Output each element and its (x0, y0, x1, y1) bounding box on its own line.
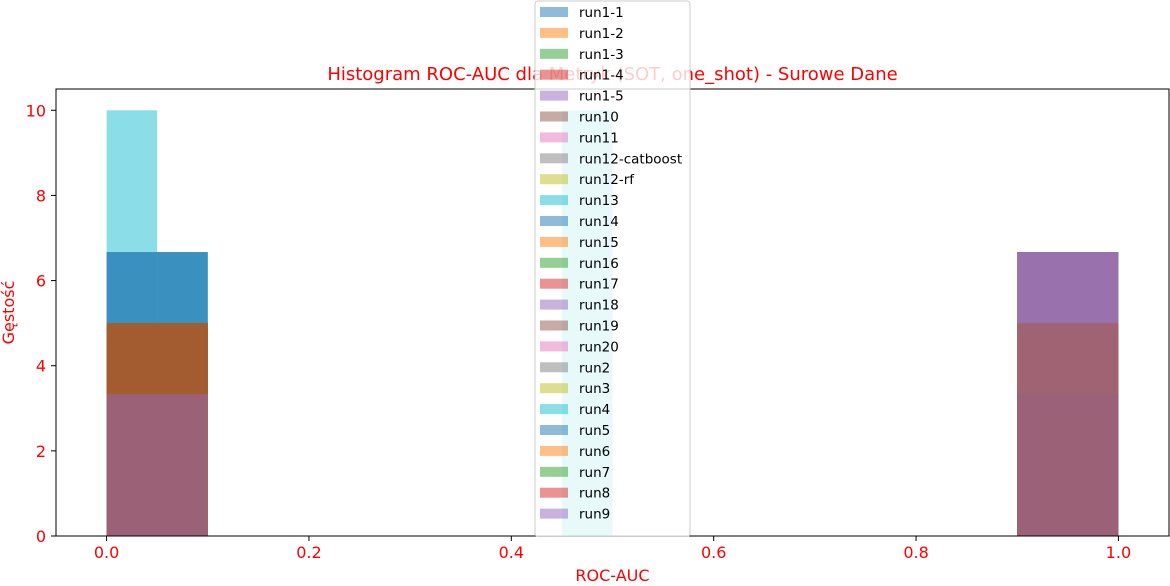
legend-entry-run1-1: run1-1 (579, 5, 624, 21)
legend-swatch-run1-5 (540, 90, 568, 101)
legend-swatch-run1-3 (540, 48, 568, 59)
legend-swatch-run10 (540, 111, 568, 122)
legend-swatch-run1-1 (540, 7, 568, 17)
legend-entry-run8: run8 (579, 486, 610, 502)
legend-entry-run6: run6 (579, 444, 610, 460)
y-tick-label: 2 (36, 442, 46, 461)
legend-box (534, 0, 691, 537)
legend-entry-run11: run11 (579, 130, 619, 146)
y-tick-label: 0 (36, 527, 46, 546)
legend-entry-run10: run10 (579, 110, 619, 126)
y-tick-label: 4 (36, 357, 46, 376)
legend-swatch-run8 (540, 487, 568, 498)
legend-entry-run1-4: run1-4 (579, 68, 624, 84)
legend-swatch-run7 (540, 466, 568, 477)
x-tick-label: 0.4 (499, 543, 524, 562)
y-axis-ticks: 0 2 4 6 8 10 (26, 101, 56, 546)
legend-entry-run12-catboost: run12-catboost (579, 151, 682, 167)
legend-swatch-run19 (540, 320, 568, 331)
legend-entry-run15: run15 (579, 235, 619, 251)
legend-swatch-run2 (540, 362, 568, 373)
legend-swatch-run15 (540, 236, 568, 247)
legend-swatch-run13 (540, 195, 568, 206)
legend-entry-run19: run19 (579, 319, 619, 335)
legend-swatch-run20 (540, 341, 568, 352)
x-axis-label: ROC-AUC (575, 566, 649, 585)
legend-entry-run18: run18 (579, 298, 619, 314)
legend-entry-run7: run7 (579, 465, 610, 481)
y-axis-label: Gęstość (0, 281, 18, 345)
x-tick-label: 0.8 (903, 543, 928, 562)
y-tick-label: 6 (36, 272, 46, 291)
legend-entry-run3: run3 (579, 381, 610, 397)
legend-swatch-run1-4 (540, 69, 568, 80)
bar-run9-1 (1017, 252, 1119, 537)
legend: run1-1 run1-2 run1-3 run1-4 run1-5 run10 run11… (534, 0, 691, 537)
legend-entry-run1-2: run1-2 (579, 26, 624, 42)
legend-swatch-run11 (540, 132, 568, 143)
legend-swatch-run12-catboost (540, 153, 568, 164)
x-tick-label: 0.2 (296, 543, 321, 562)
legend-entry-run17: run17 (579, 277, 619, 293)
x-tick-label: 0.0 (94, 543, 119, 562)
legend-entry-run1-3: run1-3 (579, 47, 624, 63)
bar-run9-0 (106, 394, 208, 536)
legend-entry-run1-5: run1-5 (579, 89, 624, 105)
legend-entry-run12-rf: run12-rf (579, 172, 635, 188)
legend-swatch-run17 (540, 278, 568, 289)
legend-swatch-run16 (540, 257, 568, 268)
legend-entry-run20: run20 (579, 339, 619, 355)
legend-swatch-run18 (540, 299, 568, 310)
legend-swatch-run12-rf (540, 174, 568, 185)
x-tick-label: 1.0 (1106, 543, 1131, 562)
legend-entry-run13: run13 (579, 193, 619, 209)
y-tick-label: 10 (26, 101, 46, 120)
legend-swatch-run4 (540, 404, 568, 415)
legend-entry-run9: run9 (579, 507, 610, 523)
legend-swatch-run14 (540, 216, 568, 226)
legend-entry-run4: run4 (579, 402, 610, 418)
legend-swatch-run1-2 (540, 27, 568, 38)
legend-swatch-run6 (540, 445, 568, 456)
legend-swatch-run5 (540, 425, 568, 435)
legend-entry-run5: run5 (579, 423, 610, 439)
legend-swatch-run3 (540, 383, 568, 394)
x-axis-ticks: 0.0 0.2 0.4 0.6 0.8 1.0 (94, 536, 1131, 562)
x-tick-label: 0.6 (701, 543, 726, 562)
y-tick-label: 8 (36, 186, 46, 205)
legend-entry-run14: run14 (579, 214, 619, 230)
legend-entry-run16: run16 (579, 256, 619, 272)
legend-entry-run2: run2 (579, 360, 610, 376)
legend-swatch-run9 (540, 508, 568, 519)
